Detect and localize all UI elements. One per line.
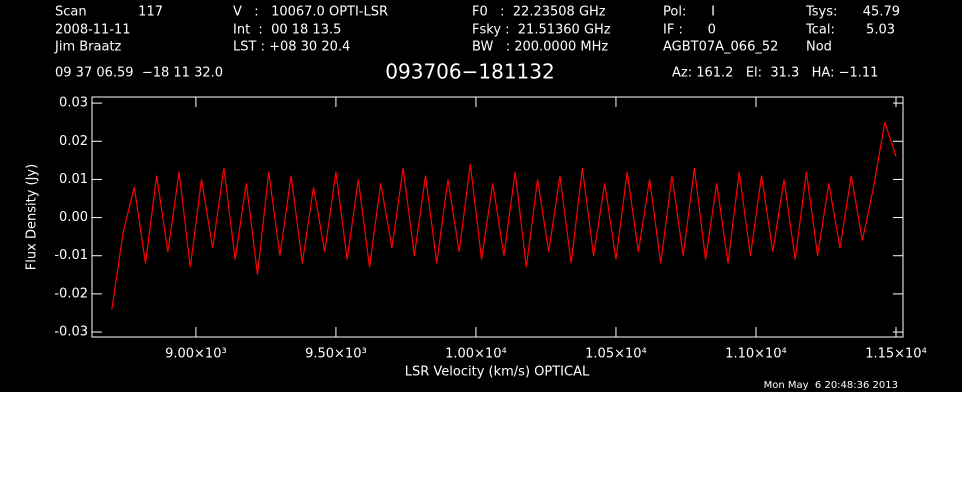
- header-text: Pol: I: [663, 5, 715, 20]
- plot-frame: [91, 96, 904, 338]
- footer-date: Mon May 6 20:48:36 2013: [764, 380, 898, 391]
- header-text: Az: 161.2 El: 31.3 HA: −1.11: [672, 66, 878, 81]
- header-text: Int : 00 18 13.5: [233, 23, 341, 38]
- header-text: 117: [138, 5, 163, 20]
- header-text: BW : 200.0000 MHz: [472, 40, 608, 55]
- plot-background: [0, 0, 962, 392]
- header-text: F0 : 22.23508 GHz: [472, 5, 606, 20]
- header-text: Tsys:: [805, 5, 837, 20]
- x-axis-label: LSR Velocity (km/s) OPTICAL: [405, 365, 590, 380]
- header-text: 2008-11-11: [55, 23, 131, 38]
- header-text: 5.03: [866, 23, 895, 38]
- header-text: Scan: [55, 5, 87, 20]
- y-axis-label: Flux Density (Jy): [25, 164, 40, 270]
- header-text: Tcal:: [805, 23, 835, 38]
- x-tick-label: 1.15×10⁴: [865, 347, 927, 362]
- y-tick-label: -0.02: [54, 286, 88, 301]
- y-tick-label: 0.01: [59, 172, 88, 187]
- x-tick-label: 1.05×10⁴: [585, 347, 647, 362]
- header-text: 09 37 06.59 −18 11 32.0: [55, 66, 223, 81]
- y-tick-label: -0.03: [54, 325, 88, 340]
- x-tick-label: 1.00×10⁴: [445, 347, 507, 362]
- header-text: Fsky : 21.51360 GHz: [472, 23, 611, 38]
- x-tick-label: 9.00×10³: [165, 347, 227, 362]
- y-tick-label: 0.00: [59, 210, 88, 225]
- header-text: AGBT07A_066_52: [663, 40, 778, 55]
- header-text: Nod: [806, 40, 832, 55]
- header-text: 45.79: [863, 5, 900, 20]
- y-tick-label: 0.03: [59, 96, 88, 111]
- x-tick-label: 9.50×10³: [305, 347, 367, 362]
- spectrum-line: [111, 121, 897, 310]
- header-text: V : 10067.0 OPTI-LSR: [233, 5, 388, 20]
- header-text: Jim Braatz: [54, 40, 122, 55]
- y-tick-label: -0.01: [54, 248, 88, 263]
- header-text: IF : 0: [663, 23, 716, 38]
- y-tick-label: 0.02: [59, 134, 88, 149]
- x-tick-label: 1.10×10⁴: [725, 347, 787, 362]
- chart-title: 093706−181132: [385, 60, 554, 84]
- header-text: LST : +08 30 20.4: [233, 40, 350, 55]
